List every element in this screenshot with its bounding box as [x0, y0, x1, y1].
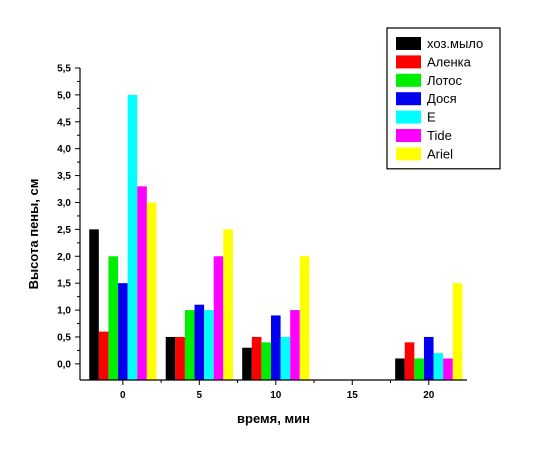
bar-1-at-10: [242, 347, 252, 380]
legend-label: E: [427, 110, 436, 125]
bar-3-at-10: [261, 342, 271, 380]
bar-4-at-0: [118, 283, 128, 380]
y-tick-label: 4,5: [57, 117, 71, 128]
x-axis-title: время, мин: [237, 411, 310, 426]
legend-label: Лотос: [427, 73, 463, 88]
y-tick-label: 5,0: [57, 90, 71, 101]
bar-5-at-10: [280, 336, 291, 380]
bars-group: [89, 94, 463, 381]
bar-7-at-10: [299, 256, 310, 380]
legend-label: хоз.мыло: [427, 36, 483, 51]
y-tick-label: 2,0: [57, 252, 71, 263]
legend-swatch: [396, 92, 421, 106]
bar-2-at-10: [251, 336, 262, 380]
legend-label: Ariel: [427, 146, 453, 161]
x-tick-label: 20: [423, 390, 435, 401]
y-tick-label: 0,5: [57, 332, 71, 343]
bar-7-at-5: [223, 229, 233, 380]
y-tick-label: 3,5: [57, 171, 71, 182]
bar-2-at-5: [175, 336, 185, 380]
bar-6-at-0: [137, 186, 147, 380]
x-tick-label: 0: [120, 390, 126, 401]
bar-6-at-5: [213, 256, 224, 380]
bar-1-at-0: [89, 229, 99, 380]
x-tick-label: 5: [197, 390, 203, 401]
x-tick-label: 10: [270, 390, 282, 401]
y-ticks-group: 0,0 0,5 1,0 1,5 2,0 2,5 3,0 3,5 4,0 4,5 5,0 5,5: [57, 64, 80, 370]
legend-label: Tide: [427, 128, 452, 143]
y-tick-label: 1,0: [57, 306, 71, 317]
legend-swatch: [396, 147, 421, 161]
bar-1-at-5: [165, 336, 176, 380]
bar-5-at-20: [433, 353, 444, 380]
legend-swatch: [396, 55, 421, 69]
bar-3-at-20: [414, 358, 424, 380]
bar-4-at-5: [194, 304, 205, 380]
bar-3-at-0: [108, 256, 119, 380]
y-tick-label: 5,5: [57, 64, 71, 75]
bar-2-at-0: [98, 331, 109, 380]
bar-6-at-10: [290, 310, 300, 380]
bar-1-at-20: [395, 358, 405, 380]
bar-6-at-20: [443, 358, 453, 380]
bar-7-at-20: [452, 283, 463, 380]
legend-label: Аленка: [427, 54, 472, 69]
bar-4-at-10: [270, 315, 281, 380]
x-ticks-group: 0 5 10 15 20: [120, 380, 435, 401]
legend-swatch: [396, 129, 421, 142]
y-tick-label: 2,5: [57, 225, 71, 236]
y-tick-label: 3,0: [57, 198, 71, 209]
axes-group: [79, 68, 467, 381]
legend-label: Дося: [427, 91, 457, 106]
y-tick-label: 4,0: [57, 144, 71, 155]
y-axis-title: Высота пены, см: [26, 179, 41, 290]
bar-3-at-5: [184, 310, 195, 380]
legend-swatch: [396, 110, 421, 124]
y-tick-label: 0,0: [57, 359, 71, 370]
y-tick-label: 1,5: [57, 279, 71, 290]
x-tick-label: 15: [347, 390, 359, 401]
legend-swatch: [396, 37, 421, 50]
legend-swatch: [396, 73, 421, 87]
bar-2-at-20: [404, 342, 415, 380]
bar-4-at-20: [423, 336, 434, 380]
legend: хоз.мыло Аленка Лотос Дося E Tide Ariel: [386, 27, 501, 170]
bar-5-at-0: [127, 94, 138, 381]
bar-5-at-5: [204, 310, 214, 380]
bar-7-at-0: [146, 202, 157, 380]
